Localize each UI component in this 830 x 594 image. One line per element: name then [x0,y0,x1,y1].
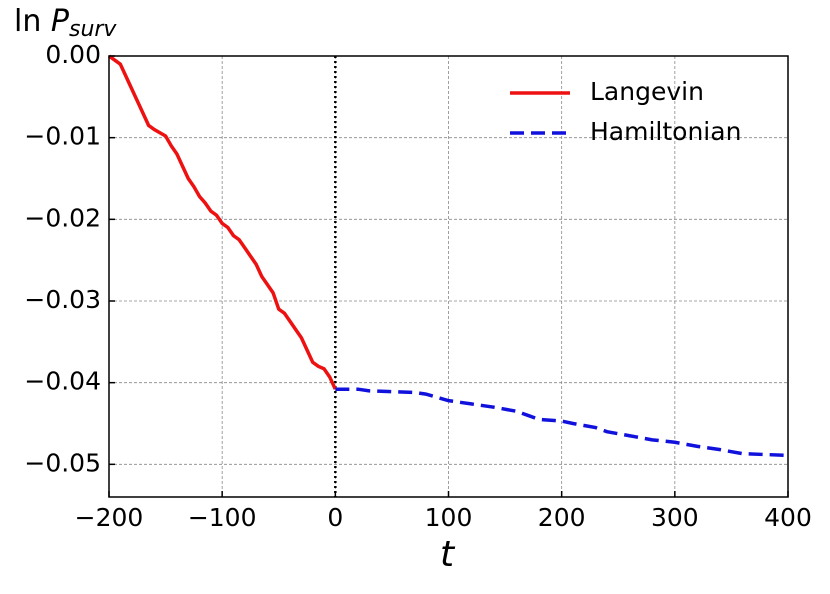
y-tick-label: −0.02 [24,203,101,232]
y-tick-label: −0.04 [24,367,101,396]
y-tick-label: 0.00 [45,40,101,69]
x-tick-label: −100 [188,503,257,532]
plot-frame [108,55,789,498]
y-label-part: P [51,4,70,39]
y-label-sub: surv [69,17,117,42]
y-axis-label: ln Psurv [14,4,117,43]
x-tick-label: 0 [327,503,343,532]
y-tick-label: −0.03 [24,285,101,314]
x-tick-label: 300 [651,503,699,532]
x-axis-label: t [440,534,456,575]
y-tick-label: −0.05 [24,448,101,477]
data-line [107,54,337,390]
data-line [335,387,789,458]
legend-label: Langevin [590,77,704,106]
y-tick-label: −0.01 [24,122,101,151]
x-tick-label: −200 [75,503,144,532]
y-label-part: ln [14,4,51,39]
legend-label: Hamiltonian [590,117,741,146]
x-tick-label: 400 [764,503,812,532]
x-tick-label: 200 [538,503,586,532]
x-tick-label: 100 [425,503,473,532]
